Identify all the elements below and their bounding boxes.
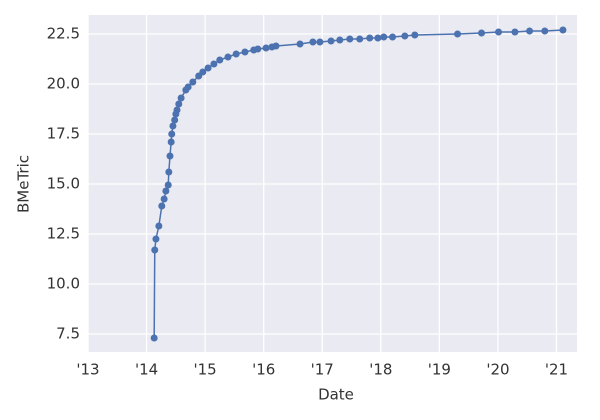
y-tick-label: 17.5	[47, 125, 80, 143]
x-tick-label: '14	[135, 361, 158, 379]
marker	[232, 50, 240, 58]
y-tick-label: 10.0	[47, 275, 80, 293]
marker	[401, 32, 409, 40]
marker	[380, 33, 388, 41]
marker	[254, 45, 262, 53]
x-tick-label: '19	[428, 361, 451, 379]
marker	[224, 53, 232, 61]
x-tick-label: '20	[486, 361, 509, 379]
marker	[216, 56, 224, 64]
marker	[168, 130, 176, 138]
marker	[173, 106, 181, 114]
marker	[204, 64, 212, 72]
marker	[309, 38, 317, 46]
marker	[241, 48, 249, 56]
y-tick-label: 7.5	[56, 325, 80, 343]
y-tick-label: 15.0	[47, 175, 80, 193]
marker	[316, 38, 324, 46]
x-tick-label: '18	[369, 361, 392, 379]
marker	[374, 34, 382, 42]
x-tick-label: '15	[194, 361, 217, 379]
marker	[162, 187, 170, 195]
marker	[366, 34, 374, 42]
marker	[177, 94, 185, 102]
marker	[511, 28, 519, 36]
x-axis-label: Date	[318, 386, 354, 404]
marker	[495, 28, 503, 36]
marker	[336, 36, 344, 44]
marker	[346, 35, 354, 43]
marker	[272, 42, 280, 50]
marker	[296, 40, 304, 48]
marker	[199, 68, 207, 76]
marker	[166, 152, 174, 160]
marker	[262, 44, 270, 52]
marker	[541, 27, 549, 35]
x-tick-label: '17	[311, 361, 334, 379]
y-tick-label: 12.5	[47, 225, 80, 243]
marker	[165, 168, 173, 176]
marker	[559, 26, 567, 34]
x-tick-label: '16	[252, 361, 275, 379]
marker	[160, 195, 168, 203]
marker	[526, 27, 534, 35]
marker	[151, 246, 159, 254]
marker	[184, 83, 192, 91]
marker	[158, 202, 166, 210]
marker	[155, 222, 163, 230]
marker	[327, 37, 335, 45]
marker	[164, 181, 172, 189]
marker	[210, 60, 218, 68]
marker	[189, 78, 197, 86]
marker	[389, 33, 397, 41]
marker	[411, 31, 419, 39]
marker	[454, 30, 462, 38]
marker	[150, 334, 158, 342]
marker	[167, 138, 175, 146]
x-tick-label: '21	[545, 361, 568, 379]
y-tick-label: 20.0	[47, 75, 80, 93]
x-tick-label: '13	[76, 361, 99, 379]
marker	[171, 116, 179, 124]
y-axis-label: BMeTric	[15, 155, 33, 213]
y-tick-label: 22.5	[47, 25, 80, 43]
marker	[169, 122, 177, 130]
marker	[175, 100, 183, 108]
marker	[478, 29, 486, 37]
marker	[356, 35, 364, 43]
marker	[152, 235, 160, 243]
